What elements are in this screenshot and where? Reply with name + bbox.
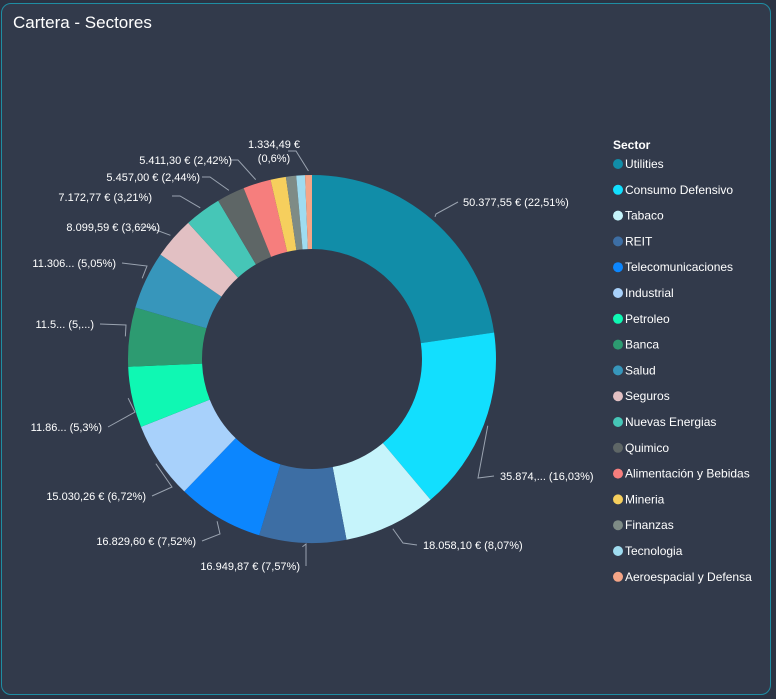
slice-tecnologia[interactable] [296,175,308,250]
legend-swatch [613,417,623,427]
data-label: 5.411,30 € (2,42%) [139,155,232,167]
leader-line [121,262,148,279]
slice-alimentaci-n-y-bebidas[interactable] [243,179,288,257]
data-label: 11.86... (5,3%) [31,422,102,434]
legend-swatch [613,391,623,402]
slice-banca[interactable] [128,307,207,367]
legend-swatch [613,262,623,273]
slice-nuevas-energias[interactable] [188,200,256,278]
data-label: 50.377,55 € (22,51%) [463,197,569,209]
data-label: 16.829,60 € (7,52%) [96,536,196,548]
slice-finanzas[interactable] [285,175,303,251]
slice-reit[interactable] [259,464,347,543]
legend-swatch [613,442,623,453]
legend-item[interactable]: Tabaco [625,209,664,223]
slice-utilities[interactable] [312,175,495,344]
data-label: 8.099,59 € (3,62%) [66,222,160,234]
leader-line [172,195,201,209]
slice-salud[interactable] [135,254,222,329]
legend-item[interactable]: Quimico [625,441,669,455]
legend-item[interactable]: Aeroespacial y Defensa [625,570,752,584]
legend-item[interactable]: Banca [625,338,659,352]
leader-line [434,201,459,217]
legend-swatch [613,339,623,350]
legend-item[interactable]: Mineria [625,492,665,506]
legend-item[interactable]: Industrial [625,286,674,300]
leader-line [107,397,136,428]
data-label: 15.030,26 € (6,72%) [46,491,146,503]
data-label: 16.949,87 € (7,57%) [200,561,300,573]
legend-item[interactable]: Alimentación y Bebidas [625,467,750,481]
slice-tabaco[interactable] [332,443,431,540]
legend-swatch [613,546,623,556]
leader-line [151,463,173,497]
data-label: 1.334,49 € [248,139,300,151]
legend-item[interactable]: Finanzas [625,518,674,532]
leader-line [201,521,221,542]
slice-quimico[interactable] [218,188,272,265]
leader-line [302,542,307,566]
legend-item[interactable]: Petroleo [625,312,670,326]
data-label: (0,6%) [258,153,290,165]
legend-item[interactable]: Consumo Defensivo [625,183,733,197]
slice-petroleo[interactable] [128,363,210,427]
legend-item[interactable]: REIT [625,234,653,248]
leader-line [230,159,257,180]
data-label: 7.172,77 € (3,21%) [58,192,152,204]
leader-line [99,323,127,337]
leader-line [392,528,418,546]
legend-item[interactable]: Salud [625,363,656,377]
legend-item[interactable]: Nuevas Energias [625,415,716,429]
legend-item[interactable]: Tecnologia [625,544,683,558]
data-label: 18.058,10 € (8,07%) [423,540,523,552]
leader-line [140,226,171,236]
legend-swatch [613,494,623,505]
legend-swatch [613,288,623,298]
chart-title: Cartera - Sectores [13,13,152,32]
data-label: 11.306... (5,05%) [32,258,116,270]
leader-line [477,425,495,479]
slice-mineria[interactable] [270,176,297,252]
data-label: 35.874,... (16,03%) [500,471,594,483]
legend-swatch [613,210,623,221]
slice-seguros[interactable] [160,222,238,297]
data-label: 5.457,00 € (2,44%) [106,172,200,184]
legend-swatch [613,520,623,531]
legend-title: Sector [613,138,651,152]
legend-item[interactable]: Seguros [625,389,670,403]
legend-swatch [613,184,623,195]
legend-swatch [613,236,623,247]
legend-swatch [613,313,623,324]
leader-line [288,150,309,172]
slice-consumo-defensivo[interactable] [382,332,496,500]
slice-industrial[interactable] [140,399,236,492]
legend-swatch [613,159,623,169]
data-label: 11.5... (5,...) [36,319,95,331]
leader-line [202,176,230,191]
legend-swatch [613,571,623,582]
legend-item[interactable]: Telecomunicaciones [625,260,733,274]
slice-telecomunicaciones[interactable] [184,438,281,536]
legend-swatch [613,365,623,376]
legend-item[interactable]: Utilities [625,157,664,171]
legend-swatch [613,468,623,479]
slice-aeroespacial-y-defensa[interactable] [305,175,312,250]
